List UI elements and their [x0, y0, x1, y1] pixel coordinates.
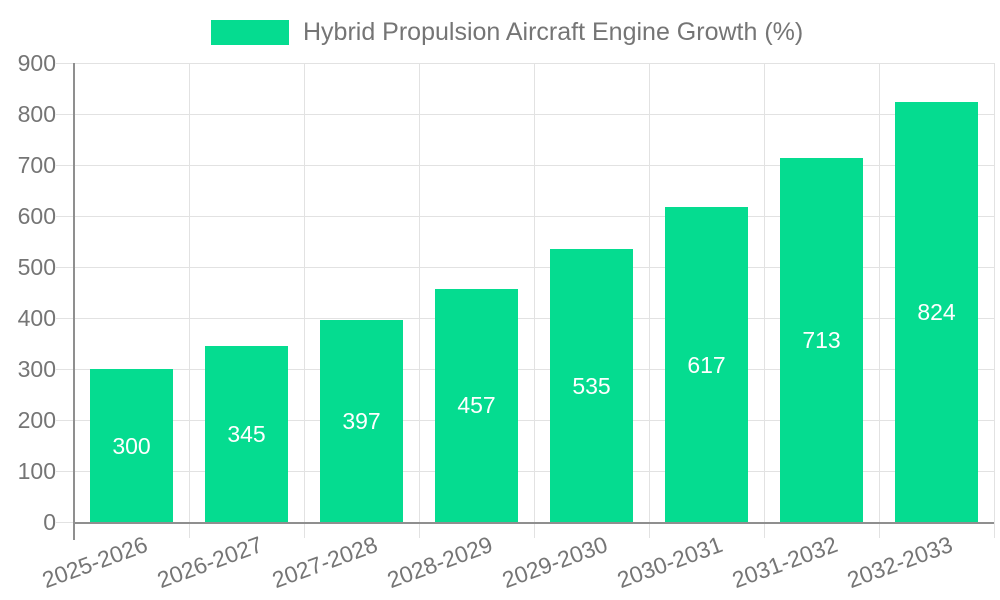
- x-axis-tick-label: 2031-2032: [728, 531, 841, 594]
- y-axis-tick-label: 300: [17, 356, 56, 382]
- bar[interactable]: [90, 369, 173, 522]
- x-axis-tick-label: 2029-2030: [498, 531, 611, 594]
- y-axis-tick-label: 600: [17, 203, 56, 229]
- y-axis-tick-label: 0: [43, 509, 56, 535]
- bar[interactable]: [550, 249, 633, 522]
- gridline-vertical: [994, 63, 995, 538]
- y-axis-tick-label: 200: [17, 407, 56, 433]
- x-axis-tick-label: 2028-2029: [383, 531, 496, 594]
- legend-item[interactable]: Hybrid Propulsion Aircraft Engine Growth…: [211, 18, 803, 46]
- x-axis-tick-label: 2030-2031: [613, 531, 726, 594]
- x-axis-tick-label: 2027-2028: [268, 531, 381, 594]
- gridline-vertical: [534, 63, 535, 538]
- bar-value-label: 397: [342, 407, 381, 434]
- bar[interactable]: [205, 346, 288, 522]
- bar[interactable]: [435, 288, 518, 522]
- y-axis-tick-label: 100: [17, 458, 56, 484]
- bar-value-label: 824: [917, 298, 956, 325]
- x-axis-tick-label: 2025-2026: [38, 531, 151, 594]
- bar[interactable]: [665, 207, 748, 522]
- gridline-horizontal: [56, 369, 994, 370]
- y-axis-tick-label: 700: [17, 152, 56, 178]
- y-axis-tick-label: 800: [17, 101, 56, 127]
- gridline-vertical: [649, 63, 650, 538]
- gridline-horizontal: [56, 63, 994, 64]
- bar[interactable]: [320, 319, 403, 522]
- gridline-horizontal: [56, 114, 994, 115]
- gridline-horizontal: [56, 318, 994, 319]
- x-axis-tick-label: 2032-2033: [843, 531, 956, 594]
- x-axis-line: [73, 522, 994, 524]
- bar-value-label: 713: [802, 327, 841, 354]
- y-axis-line: [73, 63, 75, 540]
- y-axis-tick-label: 900: [17, 50, 56, 76]
- x-axis-tick-label: 2026-2027: [153, 531, 266, 594]
- gridline-vertical: [419, 63, 420, 538]
- gridline-vertical: [879, 63, 880, 538]
- gridline-horizontal: [56, 471, 994, 472]
- gridline-vertical: [189, 63, 190, 538]
- legend-label: Hybrid Propulsion Aircraft Engine Growth…: [303, 18, 804, 46]
- legend-swatch: [211, 19, 289, 45]
- bar-value-label: 617: [687, 351, 726, 378]
- bar-value-label: 300: [112, 432, 151, 459]
- gridline-horizontal: [56, 216, 994, 217]
- y-axis-tick-label: 400: [17, 305, 56, 331]
- bar-value-label: 457: [457, 392, 496, 419]
- bar-value-label: 535: [572, 372, 611, 399]
- y-axis-tick: [56, 522, 74, 523]
- gridline-vertical: [764, 63, 765, 538]
- bar[interactable]: [780, 158, 863, 522]
- bar[interactable]: [895, 101, 978, 522]
- gridline-horizontal: [56, 165, 994, 166]
- gridline-horizontal: [56, 420, 994, 421]
- y-axis-tick-label: 500: [17, 254, 56, 280]
- bar-value-label: 345: [227, 421, 266, 448]
- gridline-horizontal: [56, 267, 994, 268]
- gridline-vertical: [304, 63, 305, 538]
